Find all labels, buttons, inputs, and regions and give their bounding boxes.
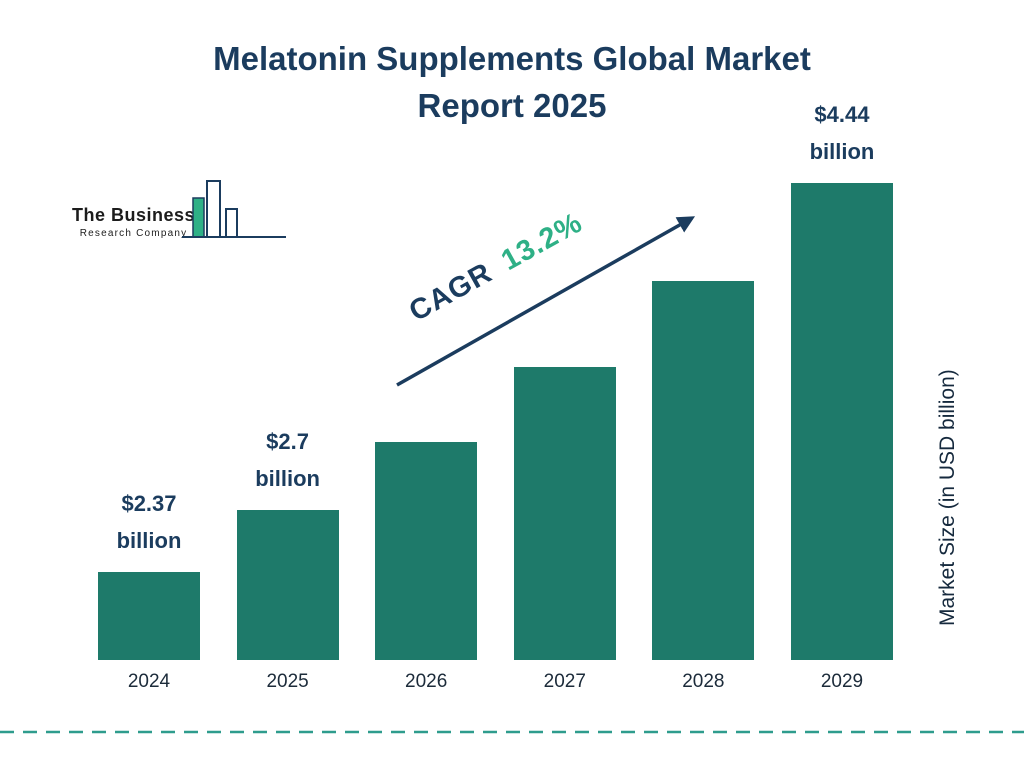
bar-2027	[513, 367, 616, 660]
x-axis-label-2029: 2029	[820, 671, 864, 692]
bar-group-2028: 2028	[652, 183, 755, 692]
company-logo: The Business Research Company	[72, 175, 292, 250]
x-axis-label-2024: 2024	[127, 671, 171, 692]
bar-2028	[652, 281, 755, 660]
x-axis-label-2026: 2026	[405, 671, 448, 692]
bottom-dashed-divider	[0, 730, 1024, 734]
bar-2026	[375, 442, 478, 660]
x-axis-label-2025: 2025	[266, 671, 309, 692]
x-axis-label-2028: 2028	[682, 671, 725, 692]
bar-value-label-2024: $2.37 billion	[116, 491, 182, 554]
bar-group-2025: $2.7 billion 2025	[236, 183, 339, 692]
bar-2024	[98, 572, 200, 660]
bar-2025	[236, 510, 339, 660]
page-title: Melatonin Supplements Global Market Repo…	[0, 36, 1024, 130]
logo-bar-chart-icon	[182, 180, 286, 238]
bar-2029	[790, 183, 893, 660]
bar-chart: $2.37 billion 2024 $2.7 billion 2025 2026 2027 2…	[98, 102, 893, 692]
logo-text: The Business Research Company	[72, 205, 195, 239]
bar-group-2027: 2027	[513, 183, 616, 692]
page-title-line2: Report 2025	[417, 86, 607, 124]
page-title-line1: Melatonin Supplements Global Market	[213, 40, 811, 77]
bar-value-label-2025: $2.7 billion	[255, 429, 320, 492]
bar-group-2026: 2026	[375, 183, 478, 692]
bar-value-label-2029: $4.44 billion	[809, 102, 875, 165]
y-axis-title: Market Size (in USD billion)	[936, 369, 959, 627]
logo-text-line2: Research Company	[79, 228, 188, 239]
x-axis-label-2027: 2027	[543, 671, 586, 692]
logo-text-line1: The Business	[72, 205, 196, 225]
bar-group-2024: $2.37 billion 2024	[98, 183, 200, 692]
bar-group-2029: $4.44 billion 2029	[790, 102, 893, 692]
